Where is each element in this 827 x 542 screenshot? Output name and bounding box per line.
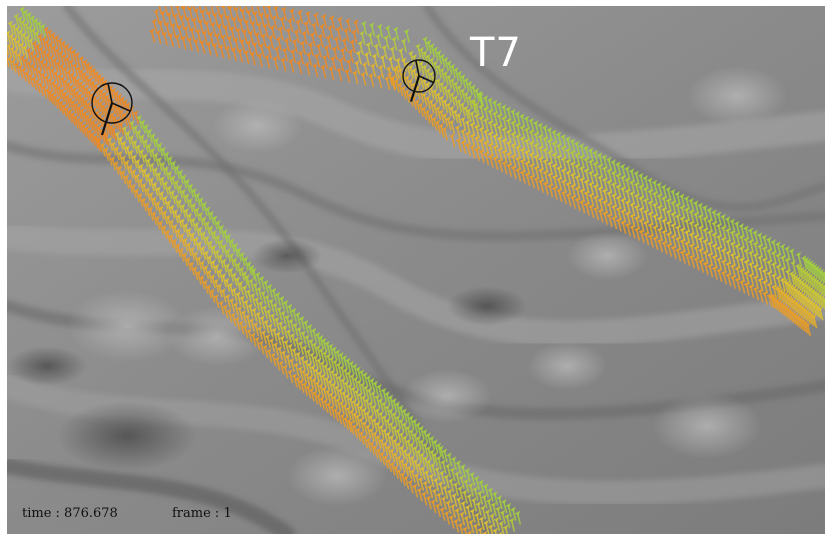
dipole-marker-icon: [402, 59, 436, 102]
dipole-markers: [91, 59, 436, 136]
time-readout: time : 876.678: [22, 506, 118, 521]
dipole-marker-icon: [91, 82, 133, 136]
surface-highlight-2: [402, 369, 492, 423]
frame-readout: frame : 1: [172, 506, 232, 521]
arrow-band-0: [7, 6, 522, 534]
vector-field: [7, 6, 825, 534]
region-label: T7: [470, 30, 522, 76]
surface-highlight-7: [212, 99, 302, 153]
surface-highlight-5: [652, 393, 762, 459]
surface-fold-2: [7, 223, 825, 347]
surface-fold-7: [7, 458, 295, 534]
surface-shading: [7, 6, 825, 534]
surface-shadow-2: [252, 238, 322, 274]
surface-fold-0: [7, 61, 825, 166]
surface-shadow-1: [7, 346, 87, 386]
3d-viewport[interactable]: T7 time : 876.678 frame : 1: [7, 6, 825, 534]
surface-highlight-3: [527, 342, 607, 390]
surface-highlight-0: [67, 290, 187, 362]
surface-highlight-8: [687, 66, 787, 126]
arrow-band-1: [148, 6, 825, 337]
cortical-surface-render: [7, 6, 825, 534]
surface-highlight-6: [567, 232, 647, 280]
surface-highlight-4: [287, 446, 387, 506]
surface-highlight-1: [167, 306, 267, 366]
surface-shadow-0: [57, 401, 197, 471]
surface-shadow-3: [447, 286, 527, 326]
